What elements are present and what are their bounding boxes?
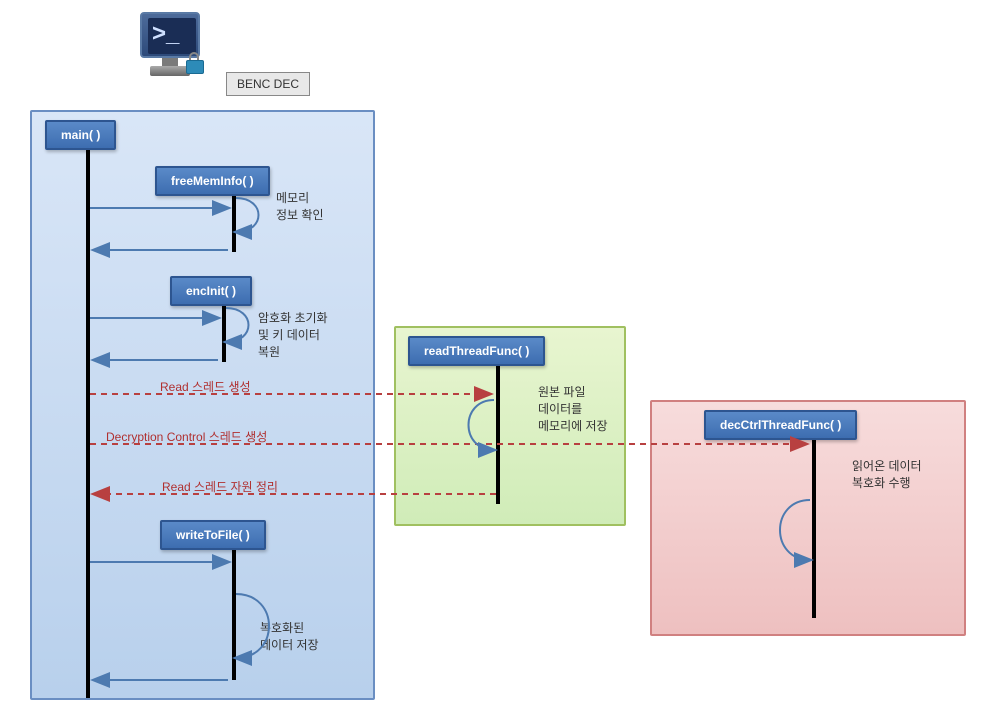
sequence-diagram: >_ BENC DEC main( ) freeMemInfo( ) encIn…	[0, 0, 989, 724]
arrows-layer	[0, 0, 989, 724]
